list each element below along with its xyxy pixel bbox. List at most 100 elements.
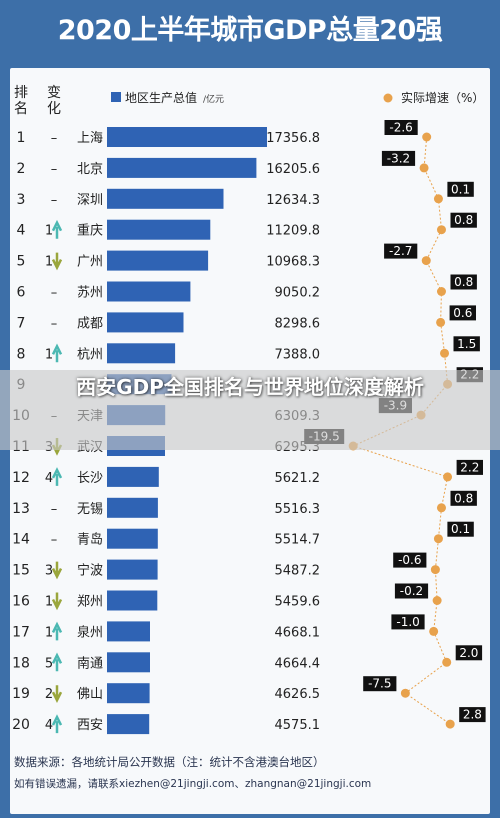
rank-change: 4: [45, 718, 53, 733]
growth-label-box: [450, 274, 477, 290]
rank-change: 5: [45, 656, 53, 671]
city-name: 长沙: [77, 471, 103, 486]
rank-number: 12: [12, 470, 30, 486]
arrow-down-icon: [51, 561, 63, 580]
rank-change: –: [51, 502, 58, 517]
rank-number: 17: [12, 624, 30, 640]
rank-header-line2: 名: [14, 101, 28, 117]
city-name: 无锡: [77, 502, 103, 517]
gdp-value-label: 17356.8: [266, 131, 320, 146]
growth-dot: [436, 287, 446, 296]
growth-label-box: [459, 707, 486, 723]
gdp-legend-swatch: [111, 92, 121, 102]
city-name: 郑州: [77, 595, 103, 610]
city-name: 南通: [77, 655, 103, 671]
growth-label-box: [384, 243, 418, 259]
growth-dot: [440, 348, 450, 358]
growth-value-label: -7.5: [368, 677, 391, 691]
growth-label-box: [449, 305, 476, 321]
growth-dot: [433, 194, 443, 204]
rank-number: 8: [17, 346, 26, 362]
caption-overlay: [0, 370, 500, 450]
rank-change: –: [51, 131, 58, 146]
growth-label-box: [394, 583, 429, 599]
growth-label-box: [447, 521, 474, 537]
growth-value-label: 2.2: [460, 460, 479, 474]
growth-label-box: [455, 645, 483, 661]
rank-number: 14: [12, 532, 30, 548]
gdp-legend-label: 地区生产总值: [125, 90, 197, 105]
growth-label-box: [363, 676, 397, 692]
arrow-up-icon: [51, 621, 63, 641]
gdp-bar: [107, 312, 184, 333]
growth-dot: [445, 719, 455, 729]
gdp-bar: [107, 714, 150, 735]
growth-label-box: [450, 490, 477, 506]
city-name: 深圳: [77, 193, 103, 208]
gdp-value-label: 4626.5: [275, 687, 321, 702]
rank-change: 1: [45, 255, 53, 270]
growth-dot: [436, 503, 446, 513]
growth-label-box: [391, 614, 425, 630]
growth-value-label: 1.5: [457, 337, 476, 351]
arrow-up-icon: [51, 714, 63, 734]
rank-change: 1: [45, 625, 53, 640]
growth-legend-dot: [383, 93, 393, 103]
growth-dot: [430, 565, 440, 575]
arrow-up-icon: [51, 652, 63, 672]
city-name: 成都: [77, 316, 103, 331]
gdp-bar: [107, 281, 191, 302]
change-header-line1: 变: [47, 85, 61, 101]
growth-label-box: [456, 459, 483, 475]
growth-label-box: [447, 181, 474, 197]
rank-number: 7: [17, 315, 26, 331]
city-name: 重庆: [77, 223, 103, 239]
feedback-note: 如有错误遗漏，请联系xiezhen@21jingji.com、zhangnan@…: [14, 778, 372, 790]
city-name: 西安: [77, 718, 103, 733]
growth-label-box: [450, 212, 477, 228]
growth-label-box: [453, 336, 480, 352]
growth-value-label: -1.0: [396, 615, 419, 629]
rank-number: 13: [12, 501, 30, 517]
gdp-value-label: 11209.8: [266, 224, 320, 239]
rank-change: –: [51, 162, 58, 177]
arrow-down-icon: [51, 592, 63, 611]
growth-value-label: 0.6: [453, 306, 472, 320]
gdp-value-label: 5487.2: [275, 564, 321, 579]
rank-number: 5: [17, 254, 26, 270]
gdp-value-label: 9050.2: [275, 286, 321, 301]
rank-change: 4: [45, 471, 53, 486]
arrow-up-icon: [51, 219, 63, 239]
growth-value-label: 0.1: [451, 522, 470, 536]
rank-header-line1: 排: [14, 85, 28, 101]
rank-change: –: [51, 533, 58, 548]
growth-dot: [419, 163, 429, 173]
gdp-value-label: 5621.2: [275, 471, 321, 486]
growth-value-label: 0.8: [454, 491, 473, 505]
rank-change: 3: [45, 564, 53, 579]
rank-number: 19: [12, 686, 30, 702]
rank-change: –: [51, 286, 58, 301]
gdp-bar: [107, 528, 158, 549]
gdp-value-label: 4575.1: [275, 718, 321, 733]
rank-number: 18: [12, 655, 30, 671]
rank-change: 1: [45, 595, 53, 610]
rank-change: 1: [45, 224, 53, 239]
growth-value-label: -0.6: [398, 553, 421, 567]
rank-change: 1: [45, 347, 53, 362]
gdp-bar: [107, 683, 150, 704]
growth-value-label: -2.7: [389, 244, 412, 258]
gdp-bar: [107, 621, 150, 642]
gdp-value-label: 10968.3: [266, 255, 320, 270]
city-name: 北京: [77, 162, 103, 177]
growth-value-label: 0.1: [451, 182, 470, 196]
gdp-bar: [107, 466, 159, 487]
growth-value-label: 2.0: [459, 646, 478, 660]
growth-label-box: [381, 150, 416, 166]
arrow-down-icon: [51, 685, 63, 703]
city-name: 宁波: [77, 563, 103, 579]
gdp-bar: [107, 652, 150, 673]
growth-dot: [436, 225, 446, 235]
city-name: 佛山: [77, 687, 103, 702]
